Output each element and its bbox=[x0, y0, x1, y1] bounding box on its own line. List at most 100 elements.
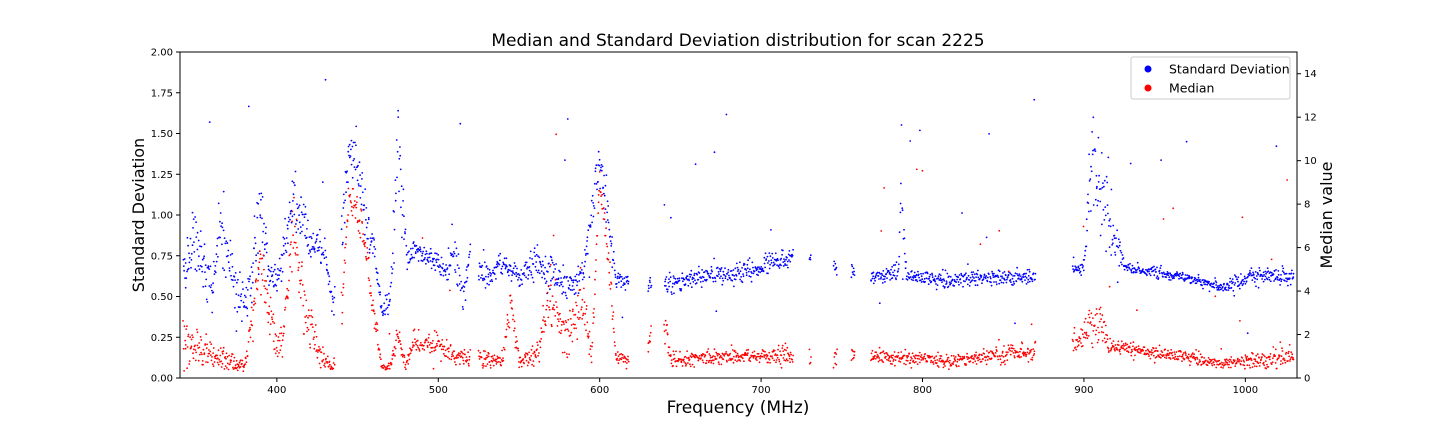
data-point bbox=[538, 272, 541, 275]
data-point bbox=[219, 354, 222, 357]
data-point bbox=[1195, 282, 1198, 285]
data-point bbox=[257, 273, 260, 276]
data-point bbox=[1010, 281, 1012, 283]
data-point bbox=[211, 363, 214, 366]
data-point bbox=[1279, 277, 1282, 280]
data-point bbox=[1269, 271, 1272, 274]
data-point bbox=[512, 267, 515, 270]
data-point bbox=[505, 257, 508, 260]
data-point bbox=[1118, 350, 1121, 353]
data-point bbox=[485, 275, 487, 278]
data-point bbox=[389, 298, 391, 301]
data-point bbox=[675, 365, 678, 368]
data-point bbox=[320, 262, 322, 265]
data-point bbox=[688, 279, 690, 282]
data-point bbox=[739, 261, 741, 264]
data-point bbox=[184, 262, 187, 264]
data-point bbox=[409, 347, 411, 350]
data-point bbox=[347, 150, 350, 153]
data-point bbox=[467, 263, 470, 266]
data-point bbox=[724, 267, 726, 270]
data-point bbox=[554, 278, 557, 281]
data-point bbox=[284, 217, 286, 220]
data-point bbox=[692, 281, 695, 283]
data-point bbox=[1230, 280, 1233, 283]
data-point bbox=[647, 284, 650, 287]
data-point bbox=[320, 247, 323, 249]
data-point bbox=[333, 363, 336, 366]
data-point bbox=[288, 279, 290, 282]
data-point bbox=[235, 293, 238, 295]
data-point bbox=[1274, 348, 1277, 351]
data-point bbox=[546, 299, 549, 302]
data-point bbox=[293, 213, 296, 216]
data-point bbox=[1023, 354, 1025, 357]
data-point bbox=[496, 361, 498, 364]
data-point bbox=[891, 357, 894, 359]
data-point bbox=[1267, 270, 1270, 273]
data-point bbox=[233, 275, 236, 278]
data-point bbox=[670, 359, 673, 361]
data-point bbox=[195, 236, 198, 239]
data-point bbox=[756, 359, 758, 361]
data-point bbox=[313, 347, 316, 350]
data-point bbox=[257, 266, 260, 269]
data-point bbox=[612, 250, 615, 253]
data-point bbox=[435, 252, 438, 255]
data-point bbox=[678, 279, 681, 282]
data-point bbox=[468, 253, 471, 256]
data-point bbox=[243, 305, 246, 307]
data-point bbox=[351, 176, 354, 179]
data-point bbox=[516, 267, 518, 270]
data-point bbox=[198, 346, 201, 349]
data-point bbox=[1220, 348, 1223, 350]
data-point bbox=[686, 275, 689, 277]
data-point bbox=[1213, 282, 1215, 285]
data-point bbox=[668, 271, 671, 274]
data-point bbox=[291, 220, 293, 223]
data-point bbox=[971, 276, 974, 278]
data-point bbox=[348, 154, 350, 157]
data-point bbox=[1208, 290, 1211, 293]
data-point bbox=[1163, 354, 1165, 356]
data-point bbox=[330, 291, 333, 293]
data-point bbox=[501, 349, 503, 352]
median-points-group bbox=[182, 133, 1295, 373]
data-point bbox=[418, 350, 421, 352]
data-point bbox=[1025, 283, 1028, 285]
data-point bbox=[603, 212, 606, 214]
y-right-tick-label: 8 bbox=[1304, 200, 1310, 211]
data-point bbox=[1032, 354, 1035, 357]
data-point bbox=[616, 275, 619, 278]
data-point bbox=[218, 358, 221, 361]
data-point bbox=[357, 230, 360, 232]
data-point bbox=[543, 273, 546, 276]
data-point bbox=[391, 268, 394, 270]
data-point bbox=[1262, 354, 1265, 356]
data-point bbox=[512, 272, 515, 274]
data-point bbox=[1034, 340, 1037, 343]
data-point bbox=[1077, 344, 1080, 347]
data-point bbox=[1111, 238, 1114, 241]
data-point bbox=[565, 294, 567, 297]
data-point bbox=[356, 179, 359, 182]
data-point bbox=[379, 291, 382, 294]
data-point bbox=[1292, 276, 1295, 278]
data-point bbox=[467, 362, 470, 365]
data-point bbox=[367, 216, 370, 219]
data-point bbox=[963, 357, 966, 360]
data-point bbox=[397, 109, 399, 112]
data-point bbox=[1122, 257, 1125, 259]
data-point bbox=[611, 305, 613, 307]
data-point bbox=[987, 276, 989, 279]
data-point bbox=[1161, 272, 1164, 275]
data-point bbox=[1131, 267, 1134, 270]
data-point bbox=[242, 288, 244, 291]
data-point bbox=[284, 308, 286, 311]
data-point bbox=[548, 308, 551, 311]
data-point bbox=[1201, 284, 1203, 287]
data-point bbox=[1022, 276, 1025, 278]
data-point bbox=[288, 201, 291, 204]
data-point bbox=[204, 285, 207, 288]
data-point bbox=[733, 274, 736, 277]
